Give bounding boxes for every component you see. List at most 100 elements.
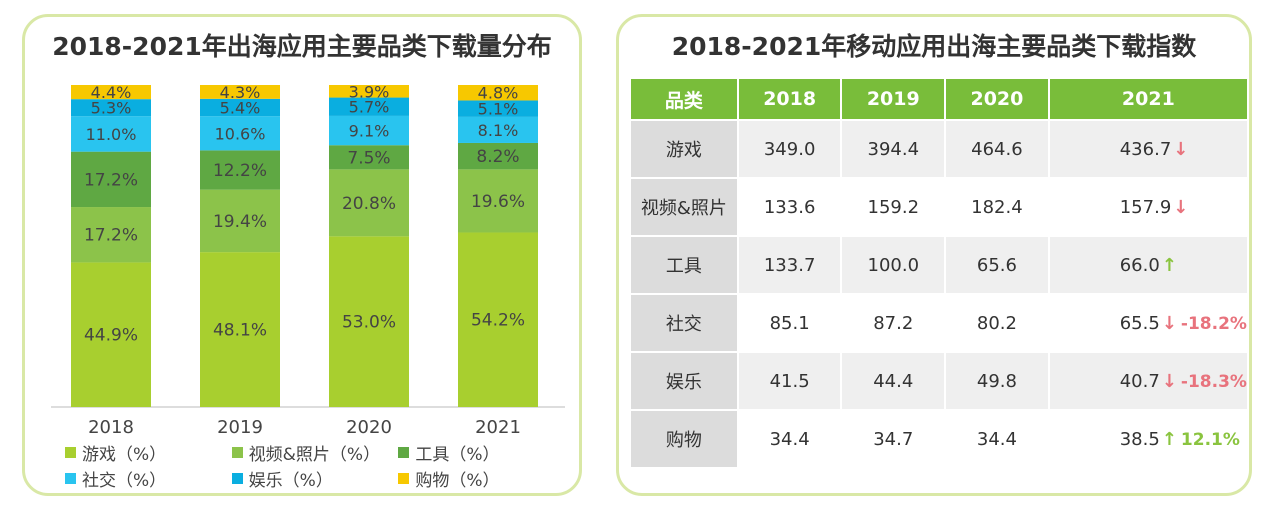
legend-label: 工具（%） (415, 444, 500, 465)
arrow-down-icon: ↓ (1161, 312, 1177, 334)
value-cell: 49.8 (946, 351, 1050, 409)
bar-segment (458, 232, 538, 407)
bar-data-label: 5.7% (349, 98, 390, 117)
x-tick-label: 2019 (217, 417, 263, 437)
value-2021: 66.0 (1119, 254, 1160, 276)
value-2021: 65.5 (1119, 312, 1160, 334)
table-row: 工具 133.7 100.0 65.6 66.0 ↑ (631, 235, 1249, 293)
bar-data-label: 5.4% (220, 99, 261, 118)
value-cell: 85.1 (738, 293, 843, 351)
value-cell: 159.2 (842, 177, 947, 235)
value-cell: 34.4 (946, 409, 1050, 467)
change-percent: 12.1% (1180, 429, 1240, 450)
category-cell: 游戏 (631, 119, 739, 177)
table-title: 2018-2021年移动应用出海主要品类下载指数 (671, 32, 1197, 61)
value-2021: 436.7 (1119, 138, 1172, 160)
bar-segment (329, 85, 409, 98)
table-row: 购物 34.4 34.7 34.4 38.5 ↑ 12.1% (631, 409, 1249, 467)
bar-data-label: 8.2% (476, 147, 519, 167)
category-cell: 购物 (631, 409, 739, 467)
download-distribution-panel: 2018-2021年出海应用主要品类下载量分布 44.9% 17.2% 17.2% 1… (22, 14, 582, 496)
bar-segment (200, 150, 280, 190)
legend-swatch (231, 472, 243, 484)
bar-data-label: 10.6% (215, 124, 266, 143)
legend-row: 游戏（%） 视频&照片（%） 工具（%） (65, 439, 565, 465)
value-cell: 133.7 (738, 235, 843, 293)
change-percent: -18.2% (1180, 313, 1247, 334)
legend-swatch (231, 446, 243, 458)
bar-data-label: 48.1% (213, 321, 267, 341)
bar-data-label: 11.0% (86, 125, 137, 144)
bar-data-label: 54.2% (471, 311, 525, 331)
bar-segment (458, 169, 538, 233)
table-header-cell: 2018 (738, 79, 843, 119)
bar-data-label: 17.2% (84, 170, 138, 190)
download-index-panel: 2018-2021年移动应用出海主要品类下载指数 品类 2018 2019 2020 2… (616, 14, 1252, 496)
bar-segment (329, 115, 409, 146)
bar-segment (458, 100, 538, 117)
table-row: 游戏 349.0 394.4 464.6 436.7 ↓ (631, 119, 1249, 177)
bar-data-label: 19.4% (213, 212, 267, 232)
value-2021: 38.5 (1119, 428, 1160, 450)
table-row: 视频&照片 133.6 159.2 182.4 157.9 ↓ (631, 177, 1249, 235)
bar-data-label: 19.6% (471, 192, 525, 212)
bar-data-label: 8.1% (478, 121, 519, 140)
bar-data-label: 5.3% (91, 99, 132, 118)
bar-segment (200, 85, 280, 99)
bar-segment (329, 236, 409, 407)
legend-item: 购物（%） (398, 466, 565, 491)
value-cell: 34.4 (738, 409, 843, 467)
legend-item: 娱乐（%） (231, 466, 399, 491)
bar-segment (329, 97, 409, 116)
bar-segment (71, 99, 151, 117)
bar-segment (71, 151, 151, 208)
value-cell-2021: 65.5 ↓ -18.2% (1049, 293, 1249, 351)
category-cell: 社交 (631, 293, 739, 351)
x-tick-label: 2020 (346, 417, 392, 437)
bar-data-label: 5.1% (478, 100, 519, 119)
x-tick-label: 2018 (88, 417, 134, 437)
category-cell: 视频&照片 (631, 177, 739, 235)
value-cell-2021: 436.7 ↓ (1049, 119, 1249, 177)
arrow-up-icon: ↑ (1161, 428, 1177, 450)
value-cell-2021: 66.0 ↑ (1049, 235, 1249, 293)
legend-label: 娱乐（%） (248, 470, 333, 491)
bar-segment (71, 207, 151, 263)
table-header-cell: 2020 (946, 79, 1050, 119)
value-cell: 349.0 (738, 119, 843, 177)
value-cell: 464.6 (946, 119, 1050, 177)
bar-segment (71, 116, 151, 152)
value-2021: 40.7 (1119, 370, 1160, 392)
table-row: 社交 85.1 87.2 80.2 65.5 ↓ -18.2% (631, 293, 1249, 351)
bar-segment (458, 85, 538, 101)
x-tick-label: 2021 (475, 417, 521, 437)
change-percent: -18.3% (1180, 371, 1247, 392)
legend-label: 游戏（%） (82, 444, 167, 465)
legend-label: 购物（%） (415, 470, 500, 491)
bar-data-label: 9.1% (349, 122, 390, 141)
legend-item: 游戏（%） (65, 440, 232, 465)
download-index-table: 品类 2018 2019 2020 2021 游戏 349.0 394.4 464.6 436.… (631, 79, 1249, 467)
bar-data-label: 7.5% (347, 148, 390, 168)
category-cell: 娱乐 (631, 351, 739, 409)
legend-item: 工具（%） (398, 440, 565, 465)
value-cell: 80.2 (946, 293, 1050, 351)
bar-segment (71, 85, 151, 100)
value-cell: 41.5 (738, 351, 843, 409)
bar-data-label: 4.4% (91, 83, 132, 102)
value-cell: 34.7 (842, 409, 947, 467)
value-cell: 87.2 (842, 293, 947, 351)
value-cell: 182.4 (946, 177, 1050, 235)
legend-swatch (65, 446, 76, 458)
legend-item: 社交（%） (65, 466, 232, 491)
arrow-down-icon: ↓ (1173, 196, 1189, 218)
legend-label: 社交（%） (82, 470, 167, 491)
category-cell: 工具 (631, 235, 739, 293)
legend-swatch (398, 446, 410, 458)
bar-segment (200, 189, 280, 253)
arrow-down-icon: ↓ (1173, 138, 1189, 160)
arrow-up-icon: ↑ (1161, 254, 1177, 276)
chart-title: 2018-2021年出海应用主要品类下载量分布 (52, 32, 552, 61)
bar-data-label: 17.2% (84, 226, 138, 246)
bar-segment (329, 169, 409, 237)
